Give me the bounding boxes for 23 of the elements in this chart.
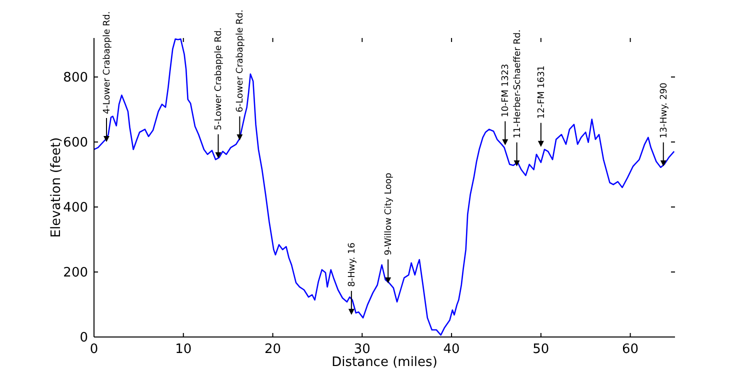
x-axis-title: Distance (miles) [332,355,438,370]
y-tick-label: 400 [63,200,88,216]
x-tick-label: 60 [622,342,639,357]
x-tick-label: 20 [264,342,282,357]
y-tick-label: 200 [63,266,88,280]
annotation: 8-Hwy. 16 [347,242,358,287]
x-tick-label: 0 [90,342,98,357]
annotation: 4-Lower Crabapple Rd. [102,11,113,114]
annotation: 10-FM 1323 [501,64,512,118]
x-tick-label: 10 [175,342,192,357]
x-tick-label: 30 [354,342,370,357]
annotation: 11-Herber-Schaeffer Rd. [512,30,523,138]
y-tick-label: 800 [63,70,88,86]
annotation: 12-FM 1631 [536,65,547,119]
annotation: 6-Lower Crabapple Rd. [236,10,246,112]
y-axis-title: Elevation (feet) [49,137,64,238]
annotation: 5-Lower Crabapple Rd. [214,28,224,130]
y-tick-label: 0 [80,330,88,346]
annotation: 13-Hwy. 290 [659,82,670,138]
x-tick-label: 50 [532,342,550,357]
y-tick-label: 600 [63,136,88,150]
annotation: 9-Willow City Loop [384,172,394,256]
x-tick-label: 40 [443,342,460,357]
